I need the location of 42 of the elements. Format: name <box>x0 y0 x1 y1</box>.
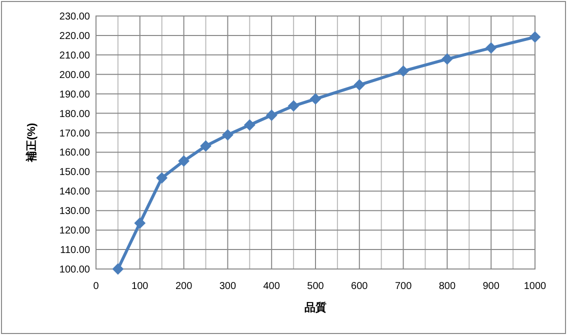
y-axis-title: 補正(%) <box>25 122 38 164</box>
y-tick-label: 100.00 <box>59 264 90 276</box>
y-tick-label: 170.00 <box>59 128 90 140</box>
point <box>178 155 190 166</box>
point <box>398 66 409 77</box>
point <box>486 42 497 54</box>
point <box>310 93 321 104</box>
y-tick-label: 200.00 <box>59 70 90 81</box>
x-tick-label: 800 <box>438 281 456 292</box>
point <box>244 119 256 130</box>
point <box>156 172 168 184</box>
y-tick-label: 130.00 <box>59 206 90 218</box>
point <box>442 54 453 65</box>
x-tick-label: 200 <box>175 281 193 292</box>
point <box>112 264 124 274</box>
y-tick-label: 190.00 <box>59 89 90 100</box>
y-tick-label: 120.00 <box>59 226 90 237</box>
x-tick-label: 400 <box>263 281 280 292</box>
y-tick-label: 150.00 <box>59 167 90 178</box>
y-tick-label: 210.00 <box>59 50 90 62</box>
x-tick-label: 100 <box>132 281 149 292</box>
x-tick-label: 300 <box>219 281 236 292</box>
point <box>222 129 234 140</box>
x-tick-label: 600 <box>351 281 368 292</box>
x-tick-label: 500 <box>307 281 324 292</box>
y-tick-label: 160.00 <box>59 148 90 159</box>
x-axis-title: 品質 <box>304 301 326 314</box>
point <box>200 140 212 152</box>
y-tick-label: 140.00 <box>59 186 90 198</box>
x-tick-label: 700 <box>394 281 412 292</box>
point <box>354 79 365 90</box>
point <box>288 100 300 112</box>
y-tick-label: 180.00 <box>59 108 90 120</box>
y-tick-label: 220.00 <box>59 30 90 42</box>
x-tick-label: 0 <box>93 281 100 292</box>
y-tick-label: 230.00 <box>59 12 90 22</box>
point <box>530 32 540 43</box>
x-tick-label: 900 <box>482 281 500 292</box>
point <box>266 110 278 121</box>
x-tick-label: 1000 <box>524 281 547 292</box>
y-tick-label: 110.00 <box>60 245 90 256</box>
point <box>134 218 146 229</box>
